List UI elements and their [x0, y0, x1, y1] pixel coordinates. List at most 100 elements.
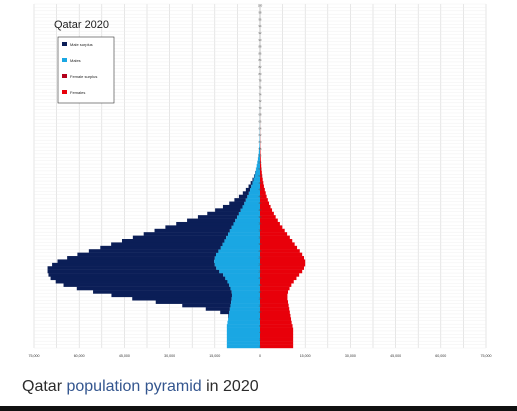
- x-tick-label: 15,000: [209, 354, 220, 358]
- bar-male-surplus-age-32: [132, 235, 227, 240]
- age-label: 62: [259, 133, 262, 137]
- bar-females-age-11: [260, 307, 290, 311]
- bar-male-surplus-age-9: [228, 313, 229, 318]
- bar-males-age-16: [231, 290, 260, 294]
- bar-females-age-13: [260, 300, 289, 304]
- age-label: 44: [259, 194, 262, 198]
- bar-males-age-52: [256, 167, 260, 172]
- bar-male-surplus-age-13: [155, 300, 232, 304]
- legend-male-surplus-swatch: [62, 42, 67, 46]
- bar-male-surplus-age-45: [242, 191, 249, 195]
- bar-females-age-4: [260, 330, 294, 335]
- age-label: 52: [259, 167, 262, 171]
- bar-males-age-10: [229, 310, 260, 315]
- bar-male-surplus-age-21: [48, 273, 224, 277]
- bar-males-age-43: [245, 198, 260, 202]
- bar-males-age-22: [219, 269, 260, 274]
- age-label: 78: [259, 79, 262, 83]
- bar-male-surplus-age-46: [245, 187, 251, 192]
- age-label: 72: [259, 99, 262, 103]
- age-label: 46: [259, 188, 262, 192]
- bar-males-age-5: [226, 327, 260, 332]
- bar-females-age-54: [260, 160, 261, 165]
- bar-males-age-7: [227, 320, 260, 325]
- bar-males-age-47: [251, 184, 260, 189]
- bar-males-age-42: [244, 201, 260, 206]
- bar-females-age-19: [260, 279, 294, 284]
- age-label: 22: [259, 269, 262, 273]
- x-tick-label: 0: [259, 354, 261, 358]
- legend-males-swatch: [62, 58, 67, 62]
- bar-males-age-35: [231, 225, 260, 229]
- age-label: 60: [259, 140, 262, 144]
- age-label: 92: [259, 31, 262, 35]
- bar-females-age-39: [260, 211, 274, 216]
- bar-females-age-48: [260, 181, 264, 185]
- age-label: 54: [259, 160, 262, 164]
- bar-females-age-26: [260, 256, 304, 260]
- bar-males-age-6: [226, 324, 260, 328]
- bar-females-age-3: [260, 334, 294, 338]
- bar-females-age-22: [260, 269, 303, 274]
- bar-male-surplus-age-22: [47, 269, 220, 274]
- age-label: 58: [259, 147, 262, 151]
- age-label: 24: [259, 263, 262, 267]
- bar-males-age-45: [248, 191, 260, 195]
- population-pyramid-link[interactable]: population pyramid: [66, 378, 202, 395]
- bar-females-age-35: [260, 225, 283, 229]
- caption-suffix: in 2020: [201, 378, 259, 395]
- legend-females-swatch: [62, 90, 67, 94]
- bar-male-surplus-age-41: [222, 204, 243, 209]
- bar-males-age-48: [252, 181, 260, 185]
- bar-females-age-9: [260, 313, 291, 318]
- bar-males-age-58: [259, 147, 260, 151]
- bar-male-surplus-age-17: [76, 286, 231, 291]
- bar-males-age-38: [237, 215, 260, 219]
- age-label: 32: [259, 235, 262, 239]
- age-label: 100: [258, 4, 263, 8]
- bar-females-age-5: [260, 327, 294, 332]
- bar-males-age-12: [230, 303, 260, 308]
- age-label: 0: [259, 344, 261, 348]
- bar-females-age-21: [260, 273, 300, 277]
- bar-males-age-25: [214, 259, 260, 264]
- legend-female-surplus-label: Female surplus: [70, 74, 97, 79]
- bar-male-surplus-age-34: [154, 228, 230, 233]
- legend-males-label: Males: [70, 58, 81, 63]
- bar-male-surplus-age-50: [253, 174, 255, 178]
- bar-males-age-40: [240, 208, 260, 212]
- age-label: 38: [259, 215, 262, 219]
- age-label: 48: [259, 181, 262, 185]
- age-label: 68: [259, 113, 262, 117]
- bar-females-age-40: [260, 208, 273, 212]
- bar-males-age-50: [254, 174, 260, 178]
- chart-bars: [47, 102, 306, 349]
- bar-male-surplus-age-30: [111, 242, 223, 247]
- bar-males-age-59: [259, 143, 260, 148]
- age-label: 2: [259, 337, 261, 341]
- bar-females-age-17: [260, 286, 290, 291]
- bar-male-surplus-age-48: [250, 181, 253, 185]
- bar-male-surplus-age-47: [248, 184, 252, 189]
- bottom-divider: [0, 406, 517, 411]
- age-label: 88: [259, 45, 262, 49]
- bar-male-surplus-age-12: [182, 303, 231, 308]
- age-label: 14: [259, 297, 262, 301]
- bar-males-age-46: [250, 187, 260, 192]
- bar-males-age-21: [223, 273, 260, 277]
- bar-males-age-8: [228, 317, 260, 321]
- bar-females-age-32: [260, 235, 290, 240]
- bar-males-age-44: [247, 194, 260, 199]
- bar-females-age-16: [260, 290, 289, 294]
- bar-males-age-14: [231, 296, 260, 301]
- x-tick-label: 45,000: [119, 354, 130, 358]
- age-label: 80: [259, 72, 262, 76]
- x-tick-label: 30,000: [345, 354, 356, 358]
- bar-males-age-29: [220, 245, 260, 250]
- x-tick-label: 45,000: [390, 354, 401, 358]
- caption-prefix: Qatar: [22, 378, 67, 395]
- bar-females-age-33: [260, 232, 288, 236]
- age-label: 20: [259, 276, 262, 280]
- bar-males-age-32: [226, 235, 260, 240]
- age-label: 98: [259, 11, 262, 15]
